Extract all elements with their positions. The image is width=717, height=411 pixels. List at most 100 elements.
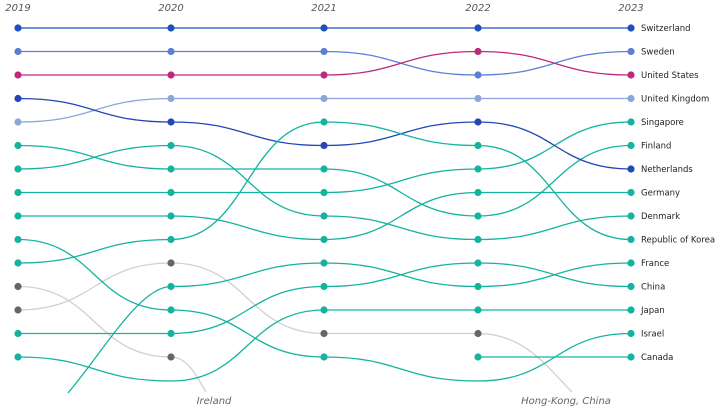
marker-denmark [14, 165, 22, 173]
marker-republic-of-korea [167, 235, 175, 244]
marker-sweden [167, 47, 175, 56]
marker-united-kingdom [14, 118, 22, 126]
marker-france [320, 259, 328, 267]
marker-netherlands [14, 94, 22, 103]
series-line-france [67, 262, 632, 394]
marker-germany [320, 235, 328, 244]
marker-finland [167, 165, 175, 173]
marker-ireland [14, 282, 22, 291]
marker-france [627, 259, 635, 267]
marker-france [167, 282, 175, 291]
series-label-switzerland: Switzerland [641, 24, 691, 34]
series-labels: Switzerland Sweden United States United Kin… [640, 24, 715, 363]
series-label-japan: Japan [640, 306, 665, 316]
marker-canada [627, 353, 635, 361]
series-label-france: France [641, 259, 669, 269]
marker-republic-of-korea [627, 235, 635, 244]
marker-japan [14, 353, 22, 361]
series-label-denmark: Denmark [641, 212, 680, 222]
marker-finland [627, 141, 635, 150]
marker-hong-kong-china [14, 306, 22, 314]
marker-hong-kong-china [320, 329, 328, 338]
series-label-canada: Canada [641, 353, 673, 363]
marker-israel [627, 329, 635, 338]
marker-switzerland [320, 24, 328, 32]
marker-sweden [474, 71, 482, 79]
marker-sweden [14, 47, 22, 56]
series-label-netherlands: Netherlands [641, 165, 693, 175]
series-markers [14, 24, 635, 361]
marker-republic-of-korea [474, 141, 482, 150]
series-label-singapore: Singapore [641, 118, 684, 128]
marker-china [627, 282, 635, 291]
year-label-2019: 2019 [5, 3, 30, 14]
marker-germany [167, 212, 175, 220]
marker-finland [320, 165, 328, 173]
marker-republic-of-korea [320, 118, 328, 126]
marker-united-kingdom [474, 94, 482, 103]
series-line-hong-kong-china [17, 262, 573, 393]
marker-switzerland [627, 24, 635, 32]
marker-netherlands [627, 165, 635, 173]
marker-switzerland [474, 24, 482, 32]
marker-singapore [14, 188, 22, 197]
series-line-ireland [17, 285, 207, 393]
year-axis: 2019 2020 2021 2022 2023 [5, 3, 643, 14]
series-line-netherlands [17, 97, 632, 170]
marker-singapore [320, 188, 328, 197]
marker-united-states [167, 71, 175, 79]
marker-ireland [167, 353, 175, 361]
marker-united-kingdom [627, 94, 635, 103]
series-label-china: China [641, 283, 665, 293]
exit-label-hong-kong: Hong-Kong, China [521, 396, 611, 407]
series-line-singapore [18, 121, 632, 194]
marker-switzerland [167, 24, 175, 32]
marker-canada [474, 353, 482, 361]
marker-hong-kong-china [167, 259, 175, 267]
marker-finland [14, 141, 22, 150]
marker-singapore [474, 165, 482, 173]
marker-hong-kong-china [474, 329, 482, 338]
marker-israel [167, 306, 175, 314]
marker-germany [627, 188, 635, 197]
series-label-united-kingdom: United Kingdom [641, 95, 709, 105]
series-label-israel: Israel [641, 330, 664, 340]
marker-singapore [167, 188, 175, 197]
marker-united-kingdom [320, 94, 328, 103]
marker-netherlands [474, 118, 482, 126]
year-label-2022: 2022 [465, 3, 490, 14]
series-label-republic-of-korea: Republic of Korea [641, 236, 715, 246]
series-line-japan [17, 309, 631, 382]
marker-japan [474, 306, 482, 314]
marker-singapore [627, 118, 635, 126]
marker-sweden [320, 47, 328, 56]
marker-japan [627, 306, 635, 314]
marker-republic-of-korea [14, 259, 22, 267]
exit-label-ireland: Ireland [197, 396, 232, 407]
marker-netherlands [320, 141, 328, 150]
marker-united-kingdom [167, 94, 175, 103]
marker-united-states [320, 71, 328, 79]
marker-denmark [320, 212, 328, 220]
marker-denmark [167, 141, 175, 150]
marker-germany [474, 188, 482, 197]
marker-finland [474, 212, 482, 220]
year-label-2020: 2020 [158, 3, 183, 14]
marker-israel [14, 235, 22, 244]
marker-denmark [474, 235, 482, 244]
series-label-united-states: United States [641, 71, 699, 81]
marker-united-states [627, 71, 635, 79]
marker-sweden [627, 47, 635, 56]
marker-netherlands [167, 118, 175, 126]
series-line-china [17, 262, 632, 335]
marker-denmark [627, 212, 635, 220]
series-label-finland: Finland [641, 142, 671, 152]
series-label-sweden: Sweden [641, 48, 675, 58]
marker-france [474, 282, 482, 291]
marker-united-states [474, 47, 482, 56]
marker-switzerland [14, 24, 22, 32]
series-label-germany: Germany [641, 189, 680, 199]
marker-china [167, 329, 175, 338]
marker-china [320, 282, 328, 291]
